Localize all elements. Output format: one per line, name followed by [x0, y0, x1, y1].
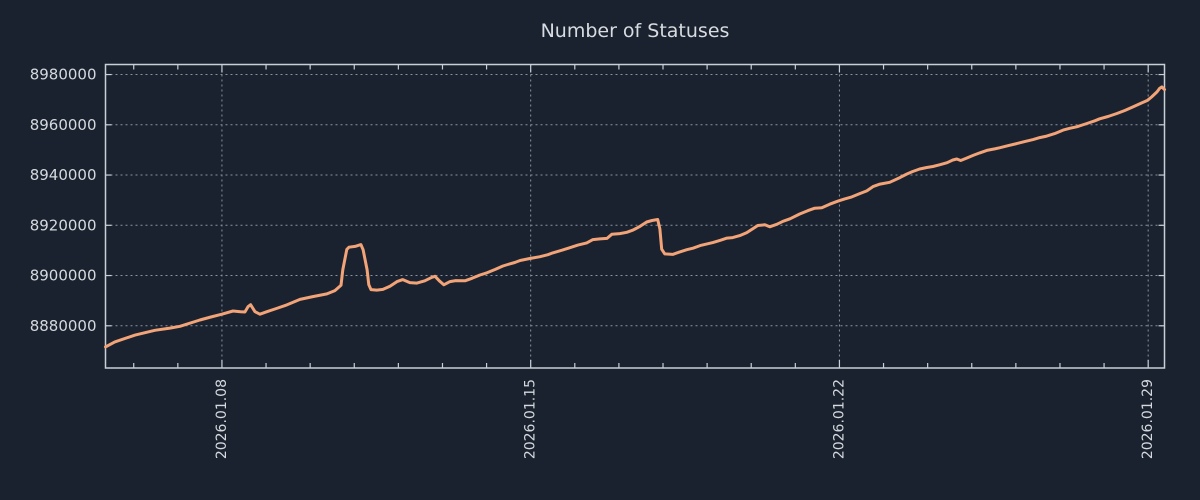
- x-tick-label: 2026.01.15: [523, 379, 539, 459]
- y-tick-label: 8900000: [30, 267, 97, 285]
- series-line-number-of-statuses: [104, 85, 1166, 349]
- x-tick-label: 2026.01.29: [1140, 379, 1156, 459]
- chart-title: Number of Statuses: [541, 20, 730, 42]
- y-tick-label: 8920000: [30, 216, 97, 234]
- axis-ticks: [105, 64, 1165, 368]
- gridlines: [105, 64, 1165, 368]
- y-tick-label: 8960000: [30, 116, 97, 134]
- x-axis-labels: 2026.01.08 2026.01.15 2026.01.22 2026.01.29: [214, 379, 1156, 459]
- y-tick-label: 8980000: [30, 66, 97, 84]
- x-tick-label: 2026.01.22: [831, 379, 847, 459]
- x-tick-label: 2026.01.08: [214, 379, 230, 459]
- plot-border: [104, 63, 1166, 369]
- y-tick-label: 8940000: [30, 166, 97, 184]
- y-tick-label: 8880000: [30, 317, 97, 335]
- y-axis-labels: 8880000 8900000 8920000 8940000 8960000 89800…: [30, 66, 97, 335]
